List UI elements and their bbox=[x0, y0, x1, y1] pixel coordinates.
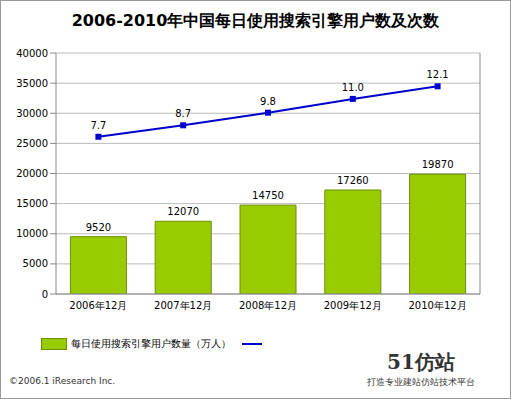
html-text:打造专业建站仿站技术平台: 打造专业建站仿站技术平台 bbox=[367, 377, 475, 387]
svg-text:2007年12月: 2007年12月 bbox=[154, 300, 212, 311]
svg-text:17260: 17260 bbox=[337, 175, 369, 186]
svg-text:10000: 10000 bbox=[16, 228, 48, 239]
svg-text:9.8: 9.8 bbox=[260, 96, 276, 107]
svg-text:0: 0 bbox=[42, 289, 48, 300]
html-text:2006-2010年中国每日使用搜索引擎用户数及次数: 2006-2010年中国每日使用搜索引擎用户数及次数 bbox=[71, 11, 440, 30]
html-text:51仿站: 51仿站 bbox=[387, 350, 455, 374]
svg-text:2008年12月: 2008年12月 bbox=[239, 300, 297, 311]
svg-text:12.1: 12.1 bbox=[426, 69, 448, 80]
svg-text:8.7: 8.7 bbox=[175, 108, 191, 119]
svg-text:30000: 30000 bbox=[16, 108, 48, 119]
svg-text:2006年12月: 2006年12月 bbox=[69, 300, 127, 311]
svg-text:5000: 5000 bbox=[23, 258, 48, 269]
svg-text:20000: 20000 bbox=[16, 168, 48, 179]
svg-text:15000: 15000 bbox=[16, 198, 48, 209]
svg-text:35000: 35000 bbox=[16, 78, 48, 89]
svg-text:7.7: 7.7 bbox=[90, 120, 106, 131]
svg-text:14750: 14750 bbox=[252, 190, 284, 201]
svg-text:11.0: 11.0 bbox=[342, 82, 364, 93]
html-text:每日使用搜索引擎用户数量（万人）: 每日使用搜索引擎用户数量（万人） bbox=[71, 338, 231, 349]
svg-text:9520: 9520 bbox=[86, 222, 111, 233]
html-text:©2006.1 iResearch Inc.: ©2006.1 iResearch Inc. bbox=[9, 376, 116, 386]
svg-text:19870: 19870 bbox=[422, 159, 454, 170]
svg-text:40000: 40000 bbox=[16, 48, 48, 59]
svg-text:2010年12月: 2010年12月 bbox=[409, 300, 467, 311]
svg-text:2009年12月: 2009年12月 bbox=[324, 300, 382, 311]
svg-text:12070: 12070 bbox=[167, 206, 199, 217]
svg-text:25000: 25000 bbox=[16, 138, 48, 149]
